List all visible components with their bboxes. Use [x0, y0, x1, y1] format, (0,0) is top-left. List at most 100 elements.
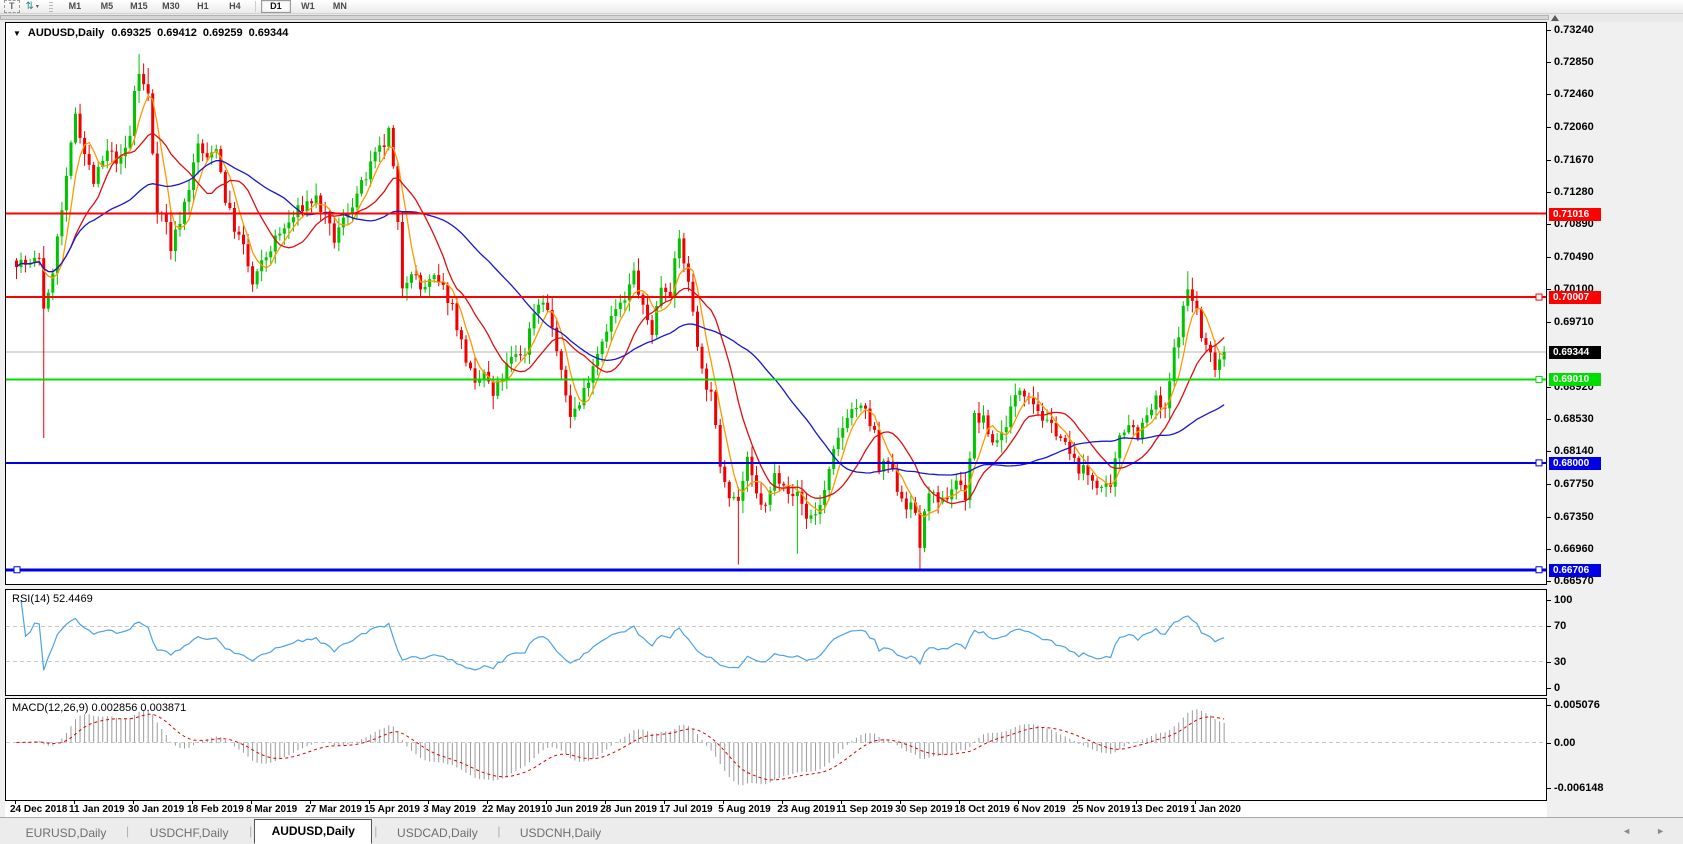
axis-tickmark — [1547, 257, 1551, 258]
timeframe-w1[interactable]: W1 — [301, 1, 315, 11]
candle-body — [636, 270, 640, 295]
toolbar-grip — [48, 1, 53, 12]
axis-tickmark — [1547, 581, 1551, 582]
timeframe-h4[interactable]: H4 — [229, 1, 241, 11]
axis-tickmark — [1547, 127, 1551, 128]
tab-eurusd[interactable]: EURUSD,Daily — [25, 826, 107, 840]
date-tickmark — [15, 801, 16, 804]
candle-body — [1095, 480, 1099, 488]
candle-body — [405, 282, 409, 289]
tabs-scroll-left-icon[interactable]: ◄ — [1622, 826, 1631, 836]
candle-body — [133, 90, 137, 136]
price-tick-label: 0.70890 — [1554, 218, 1594, 230]
hline-handle[interactable] — [1535, 459, 1543, 467]
candle-body — [1181, 305, 1185, 338]
timeframe-mn[interactable]: MN — [332, 1, 347, 11]
candle-body — [155, 153, 159, 214]
date-label: 30 Jan 2019 — [128, 804, 185, 815]
date-tickmark — [1018, 801, 1020, 804]
candle-body — [723, 466, 727, 482]
date-tickmark — [487, 801, 489, 804]
tab-usdcnh[interactable]: USDCNH,Daily — [519, 826, 602, 840]
price-tick-label: 0.73240 — [1554, 24, 1594, 36]
date-tickmark — [74, 801, 76, 804]
timeframe-m30[interactable]: M30 — [162, 1, 180, 11]
axis-tickmark — [1547, 688, 1551, 689]
candle-body — [750, 456, 754, 476]
date-label: 17 Jul 2019 — [659, 804, 713, 815]
hline-handle[interactable] — [1535, 375, 1543, 383]
tabs-scroll-right-icon[interactable]: ► — [1656, 826, 1665, 836]
date-tickmark — [605, 801, 607, 804]
date-label: 15 Apr 2019 — [364, 804, 420, 815]
tab-usdcad[interactable]: USDCAD,Daily — [397, 826, 478, 840]
ohlc-low: 0.69259 — [202, 27, 243, 39]
candle-body — [478, 379, 482, 383]
candle-body — [269, 251, 273, 258]
candle-body — [528, 328, 532, 355]
price-tick-label: 0.67750 — [1554, 478, 1594, 490]
date-label: 3 May 2019 — [423, 804, 476, 815]
chart-hscrollbar[interactable] — [0, 14, 1683, 22]
candle-body — [282, 228, 286, 234]
axis-tickmark — [1547, 451, 1551, 452]
tab-usdchf[interactable]: USDCHF,Daily — [149, 826, 229, 840]
timeframe-m15[interactable]: M15 — [130, 1, 148, 11]
candle-body — [414, 274, 418, 276]
timeframe-m1[interactable]: M1 — [68, 1, 82, 11]
candle-body — [128, 135, 132, 148]
candle-body — [1036, 404, 1040, 412]
candle-body — [1031, 398, 1035, 405]
candle-body — [745, 456, 749, 481]
date-axis: 24 Dec 2018 11 Jan 2019 30 Jan 2019 18 Feb … — [5, 801, 1547, 817]
hscrollbar-thumb[interactable] — [0, 15, 1549, 20]
candle-body — [913, 502, 917, 513]
candle-body — [977, 413, 981, 423]
candle-body — [986, 415, 990, 435]
chart-mode-button[interactable]: ⇅ ▾ — [26, 1, 39, 12]
hline-handle[interactable] — [1535, 566, 1543, 574]
tab-separator: | — [126, 824, 130, 838]
candle-body — [923, 511, 926, 548]
date-label: 25 Nov 2019 — [1072, 804, 1131, 815]
candle-body — [1004, 427, 1008, 433]
tick-chart-button[interactable]: T — [4, 0, 20, 13]
candle-body — [237, 231, 241, 235]
candle-body — [1018, 390, 1022, 396]
candle-body — [296, 205, 300, 218]
timeframe-m5[interactable]: M5 — [100, 1, 114, 11]
axis-tickmark — [1547, 322, 1551, 323]
candle-body — [473, 368, 477, 383]
macd-panel: MACD(12,26,9) 0.002856 0.003871 — [5, 698, 1547, 801]
price-tick-label: 0.66570 — [1554, 575, 1594, 587]
collapse-triangle-icon[interactable]: ▼ — [13, 28, 21, 38]
candle-body — [78, 113, 82, 138]
candle-body — [682, 238, 686, 264]
candle-body — [1127, 425, 1131, 433]
axis-tickmark — [1547, 160, 1551, 161]
candle-body — [396, 166, 400, 222]
timeframe-h1[interactable]: H1 — [197, 1, 209, 11]
candle-body — [1122, 432, 1126, 436]
candle-body — [341, 217, 345, 228]
candle-body — [187, 189, 191, 202]
candle-body — [814, 514, 818, 516]
candle-body — [87, 154, 91, 165]
timeframe-group: M1 M5 M15 M30 H1 H4 D1 W1 MN — [59, 0, 356, 13]
macd-tick-label: 0.005076 — [1554, 699, 1600, 711]
timeframe-d1[interactable]: D1 — [260, 0, 291, 13]
hline-handle[interactable] — [13, 566, 21, 574]
axis-tickmark — [1547, 224, 1551, 225]
candle-body — [223, 171, 227, 203]
date-tickmark — [664, 801, 666, 804]
candle-body — [24, 259, 28, 265]
tab-audusd[interactable]: AUDUSD,Daily — [254, 819, 373, 844]
date-label: 28 Jun 2019 — [600, 804, 657, 815]
macd-label: MACD(12,26,9) 0.002856 0.003871 — [12, 702, 187, 714]
chart-shift-marker-icon[interactable] — [1551, 15, 1559, 21]
date-label: 23 Aug 2019 — [777, 804, 836, 815]
hline-handle[interactable] — [1535, 293, 1543, 301]
candle-body — [96, 166, 100, 184]
macd-plot — [6, 709, 1546, 786]
candle-body — [1131, 425, 1135, 428]
